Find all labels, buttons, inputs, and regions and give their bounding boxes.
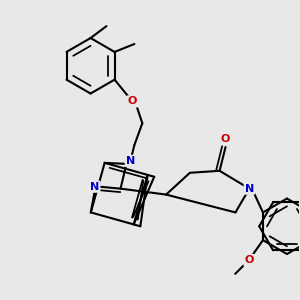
Text: N: N — [126, 156, 135, 166]
Text: O: O — [244, 255, 254, 265]
Text: N: N — [90, 182, 99, 192]
Text: O: O — [221, 134, 230, 144]
Text: N: N — [245, 184, 254, 194]
Text: O: O — [128, 97, 137, 106]
